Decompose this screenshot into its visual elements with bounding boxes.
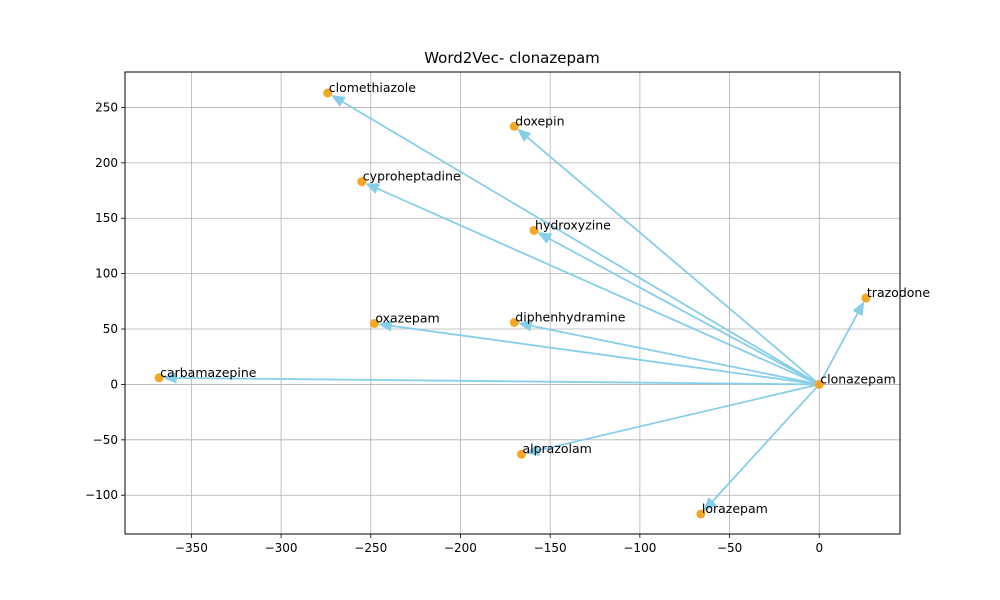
- data-point: [154, 373, 164, 383]
- arrow-line: [548, 237, 820, 386]
- arrow-line: [537, 383, 820, 452]
- data-point: [509, 121, 519, 131]
- arrow-head: [517, 320, 533, 332]
- arrow-head: [852, 301, 865, 317]
- chart-title: Word2Vec- clonazepam: [424, 49, 600, 67]
- point-label: alprazolam: [522, 441, 591, 456]
- arrow-head: [365, 183, 381, 195]
- point-label: hydroxyzine: [535, 217, 611, 232]
- arrow-line: [711, 383, 820, 503]
- point-label: lorazepam: [702, 501, 768, 516]
- data-point: [357, 177, 367, 187]
- arrow-line: [376, 187, 820, 386]
- ticks: −350 −300 −250 −200 −150 −100 −50 0 −100 −50 0 50 10…: [85, 100, 823, 555]
- arrow-head: [162, 372, 177, 384]
- data-point: [861, 293, 871, 303]
- y-tick-label: 50: [103, 322, 118, 336]
- arrow-head: [378, 320, 393, 332]
- y-tick-label: 200: [95, 156, 118, 170]
- y-tick-label: 250: [95, 100, 118, 114]
- grid: [125, 72, 900, 534]
- arrow-head: [517, 128, 532, 142]
- x-tick-label: −150: [534, 541, 567, 555]
- y-tick-label: 0: [110, 377, 118, 391]
- point-label: cyproheptadine: [363, 169, 461, 184]
- data-point: [509, 317, 519, 327]
- arrow-head: [525, 444, 540, 456]
- data-point: [696, 509, 706, 519]
- arrow-line: [391, 324, 820, 386]
- point-label: doxepin: [515, 113, 564, 128]
- y-tick-label: −100: [85, 488, 118, 502]
- y-tick-label: 150: [95, 211, 118, 225]
- plot-frame: [124, 71, 901, 535]
- x-tick-label: 0: [815, 541, 823, 555]
- arrow-line: [176, 377, 820, 386]
- point-label: diphenhydramine: [515, 309, 626, 324]
- y-tick-label: −50: [93, 433, 118, 447]
- data-point: [323, 88, 333, 98]
- arrows: [162, 94, 865, 512]
- x-tick-label: −250: [354, 541, 387, 555]
- arrow-line: [341, 100, 820, 386]
- point-labels: clonazepam clomethiazole doxepin cyprohepta…: [160, 80, 930, 516]
- data-point: [369, 318, 379, 328]
- arrow-line: [526, 136, 820, 386]
- point-label: trazodone: [867, 285, 930, 300]
- x-tick-label: −200: [444, 541, 477, 555]
- point-label: carbamazepine: [160, 365, 257, 380]
- point-label: clonazepam: [820, 371, 896, 386]
- x-tick-label: −300: [265, 541, 298, 555]
- data-point: [529, 225, 539, 235]
- point-label: oxazepam: [375, 310, 439, 325]
- arrow-head: [537, 232, 553, 244]
- y-tick-label: 100: [95, 267, 118, 281]
- data-point: [814, 379, 824, 389]
- arrow-line: [818, 312, 859, 385]
- data-point: [516, 449, 526, 459]
- arrow-line: [530, 324, 820, 386]
- arrow-head: [703, 497, 717, 512]
- arrow-head: [330, 94, 346, 107]
- x-tick-label: −100: [623, 541, 656, 555]
- x-tick-label: −350: [175, 541, 208, 555]
- points: [154, 88, 871, 519]
- x-tick-label: −50: [717, 541, 742, 555]
- point-label: clomethiazole: [329, 80, 416, 95]
